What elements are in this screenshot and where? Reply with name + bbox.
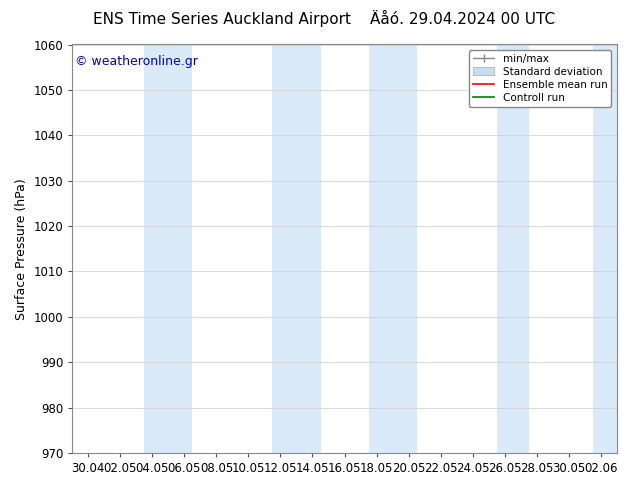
Text: © weatheronline.gr: © weatheronline.gr — [75, 55, 198, 68]
Bar — [273, 45, 321, 453]
Legend: min/max, Standard deviation, Ensemble mean run, Controll run: min/max, Standard deviation, Ensemble me… — [469, 49, 612, 107]
Bar — [145, 45, 192, 453]
Bar — [368, 45, 417, 453]
Bar — [496, 45, 529, 453]
Bar — [593, 45, 624, 453]
Text: ENS Time Series Auckland Airport: ENS Time Series Auckland Airport — [93, 12, 351, 27]
Y-axis label: Surface Pressure (hPa): Surface Pressure (hPa) — [15, 178, 28, 319]
Text: Äåό. 29.04.2024 00 UTC: Äåό. 29.04.2024 00 UTC — [370, 12, 555, 27]
